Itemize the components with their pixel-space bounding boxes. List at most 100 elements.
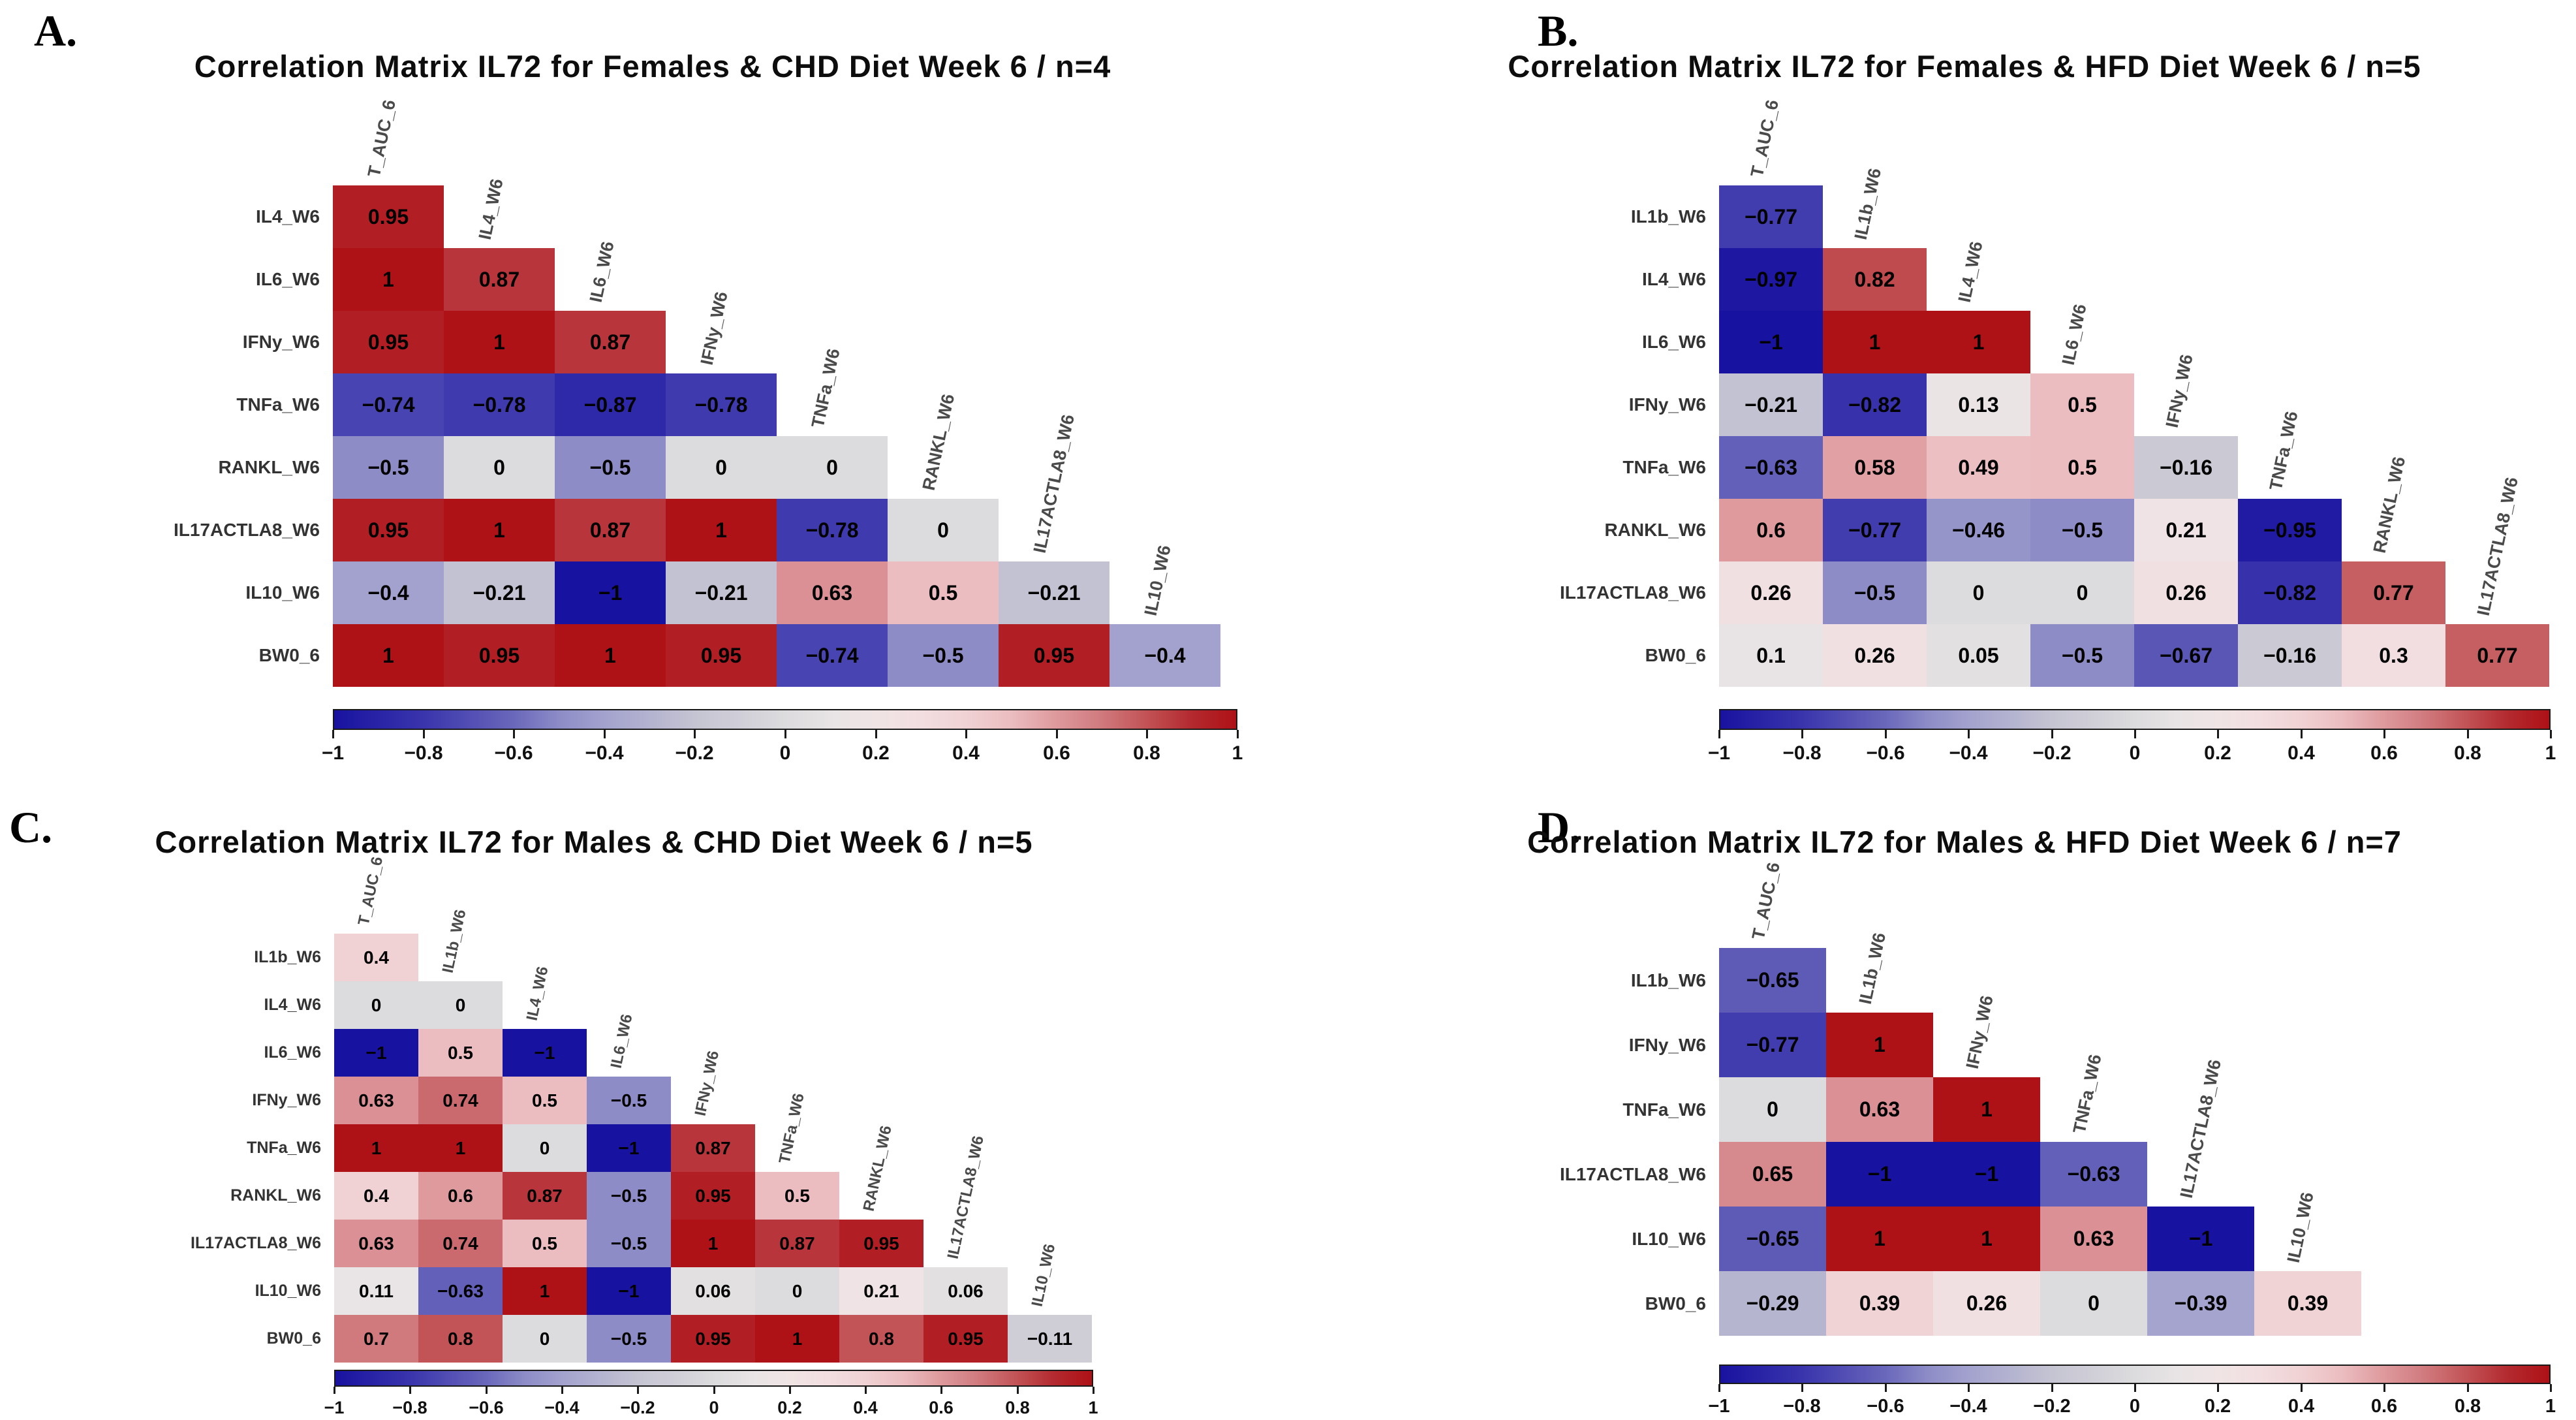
matrix-cell: 1	[1826, 1013, 1933, 1077]
matrix-cell: 0	[2030, 561, 2134, 624]
colorbar-tick-label: 0.4	[853, 1398, 878, 1417]
colorbar-tick-label: −0.2	[2033, 1396, 2071, 1417]
matrix-cell: 0.39	[1826, 1271, 1933, 1336]
matrix-cell: 0.5	[888, 561, 999, 624]
row-label: TNFa_W6	[247, 1139, 321, 1157]
colorbar-tick-label: −0.8	[392, 1398, 427, 1417]
matrix-cell: −0.11	[1008, 1315, 1092, 1363]
colorbar-tick	[1146, 730, 1148, 738]
colorbar-tick	[940, 1387, 942, 1394]
colorbar-tick	[2301, 730, 2303, 738]
col-label: T_AUC_6	[354, 855, 387, 927]
col-label: IFNy_W6	[2162, 353, 2197, 430]
matrix-cell: −1	[503, 1029, 587, 1077]
matrix-cell: 0.95	[999, 624, 1110, 687]
colorbar-tick-label: −1	[321, 742, 345, 764]
matrix-cell: −0.78	[777, 499, 888, 561]
colorbar-tick	[332, 730, 334, 738]
matrix-cell: −1	[1719, 311, 1823, 373]
colorbar-tick-label: 1	[1232, 742, 1243, 764]
matrix-cell: 0.87	[503, 1172, 587, 1220]
matrix-cell: 0	[777, 436, 888, 499]
colorbar-tick-label: 1	[2545, 1396, 2556, 1417]
colorbar-tick-label: 0.8	[1133, 742, 1160, 764]
matrix-cell: 0.82	[1823, 248, 1927, 311]
colorbar-tick	[875, 730, 877, 738]
colorbar-tick	[513, 730, 515, 738]
matrix-cell: 1	[1927, 311, 2030, 373]
col-label: IL1b_W6	[1850, 166, 1885, 242]
col-label: T_AUC_6	[1746, 98, 1782, 179]
matrix-cell: 0	[888, 499, 999, 561]
matrix-cell: 0.95	[444, 624, 555, 687]
matrix-cell: −0.4	[1110, 624, 1220, 687]
panel-b-letter: B.	[1538, 6, 1579, 55]
colorbar-tick	[2217, 1384, 2219, 1392]
row-label: TNFa_W6	[236, 394, 320, 415]
colorbar-tick	[694, 730, 696, 738]
row-label: RANKL_W6	[1604, 520, 1706, 540]
colorbar-tick	[561, 1387, 563, 1394]
colorbar-tick	[2217, 730, 2219, 738]
matrix-cell: 0.95	[923, 1315, 1008, 1363]
colorbar-tick-label: 0.6	[2370, 1396, 2398, 1417]
matrix-cell: 0	[503, 1315, 587, 1363]
colorbar-tick	[1017, 1387, 1019, 1394]
colorbar-tick	[1801, 730, 1803, 738]
matrix-cell: 0.95	[333, 311, 444, 373]
colorbar	[333, 709, 1237, 730]
colorbar-tick-label: 0	[2129, 1396, 2141, 1417]
col-label: IL17ACTLA8_W6	[2176, 1058, 2225, 1200]
colorbar-tick	[2301, 1384, 2303, 1392]
matrix-cell: −0.5	[587, 1172, 671, 1220]
matrix-cell: 0.74	[418, 1220, 503, 1267]
matrix-cell: −0.5	[2030, 499, 2134, 561]
colorbar-tick-label: 0	[779, 742, 791, 764]
matrix-cell: 0.63	[334, 1220, 418, 1267]
matrix-cell: −0.16	[2238, 624, 2342, 687]
colorbar-tick	[2134, 730, 2136, 738]
row-label: BW0_6	[1645, 645, 1706, 665]
colorbar-tick-label: 1	[1088, 1398, 1098, 1417]
col-label: TNFa_W6	[775, 1092, 808, 1165]
matrix-cell: −0.74	[777, 624, 888, 687]
matrix-cell: 1	[671, 1220, 755, 1267]
colorbar-tick-label: 0.2	[862, 742, 890, 764]
matrix-cell: 0	[1719, 1077, 1826, 1142]
row-label: IL10_W6	[1632, 1229, 1706, 1249]
colorbar-tick-label: 0	[709, 1398, 719, 1417]
row-label: IL10_W6	[255, 1282, 321, 1300]
matrix-cell: 0.65	[1719, 1142, 1826, 1207]
matrix-cell: 0.8	[418, 1315, 503, 1363]
col-label: T_AUC_6	[364, 98, 399, 179]
matrix-cell: 1	[444, 311, 555, 373]
matrix-cell: 0.8	[839, 1315, 923, 1363]
panel-c-title: Correlation Matrix IL72 for Males & CHD …	[155, 825, 1033, 859]
matrix-cell: 0.77	[2342, 561, 2445, 624]
row-label: IL17ACTLA8_W6	[190, 1234, 321, 1252]
colorbar-tick	[1968, 1384, 1970, 1392]
matrix-cell: −1	[2147, 1207, 2254, 1271]
matrix-cell: −0.5	[587, 1077, 671, 1124]
colorbar-tick	[2051, 1384, 2053, 1392]
matrix-cell: −0.29	[1719, 1271, 1826, 1336]
matrix-cell: 1	[1933, 1077, 2040, 1142]
colorbar-tick	[604, 730, 606, 738]
matrix-cell: −0.78	[444, 373, 555, 436]
colorbar-tick	[1093, 1387, 1094, 1394]
matrix-cell: 0.58	[1823, 436, 1927, 499]
matrix-cell: −1	[587, 1267, 671, 1315]
matrix-cell: 0.95	[333, 499, 444, 561]
matrix-cell: −0.5	[888, 624, 999, 687]
col-label: T_AUC_6	[1748, 860, 1784, 941]
colorbar-tick-label: 0.2	[2204, 742, 2231, 764]
colorbar-tick	[2550, 730, 2552, 738]
matrix-cell: −1	[1933, 1142, 2040, 1207]
colorbar-tick-label: 1	[2545, 742, 2556, 764]
colorbar-tick-label: 0.2	[777, 1398, 802, 1417]
matrix-cell: −0.77	[1719, 1013, 1826, 1077]
colorbar-tick	[865, 1387, 867, 1394]
colorbar-tick	[1801, 1384, 1803, 1392]
panel-c-letter: C.	[9, 802, 53, 852]
matrix-cell: −1	[334, 1029, 418, 1077]
